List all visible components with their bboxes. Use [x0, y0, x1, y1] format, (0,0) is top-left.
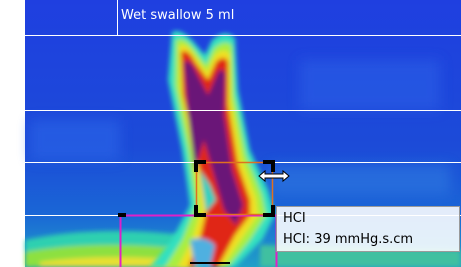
tooltip-text: HCI: 39 mmHg.s.cm	[283, 232, 413, 247]
marker	[118, 213, 126, 217]
tooltip-title: HCI	[283, 211, 306, 226]
manometry-view: Wet swallow 5 ml HCI HCI: 39 mmHg.s.cm	[0, 0, 461, 267]
tooltip: HCI HCI: 39 mmHg.s.cm	[276, 206, 460, 252]
swallow-label: Wet swallow 5 ml	[121, 8, 234, 23]
